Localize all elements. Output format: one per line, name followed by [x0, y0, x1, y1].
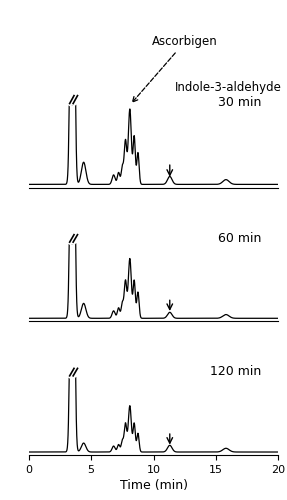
X-axis label: Time (min): Time (min): [120, 479, 187, 492]
Text: 60 min: 60 min: [218, 232, 261, 244]
Text: Indole-3-aldehyde: Indole-3-aldehyde: [175, 82, 282, 94]
Text: 30 min: 30 min: [218, 96, 261, 109]
Text: Ascorbigen: Ascorbigen: [133, 35, 218, 102]
Text: 120 min: 120 min: [210, 365, 261, 378]
